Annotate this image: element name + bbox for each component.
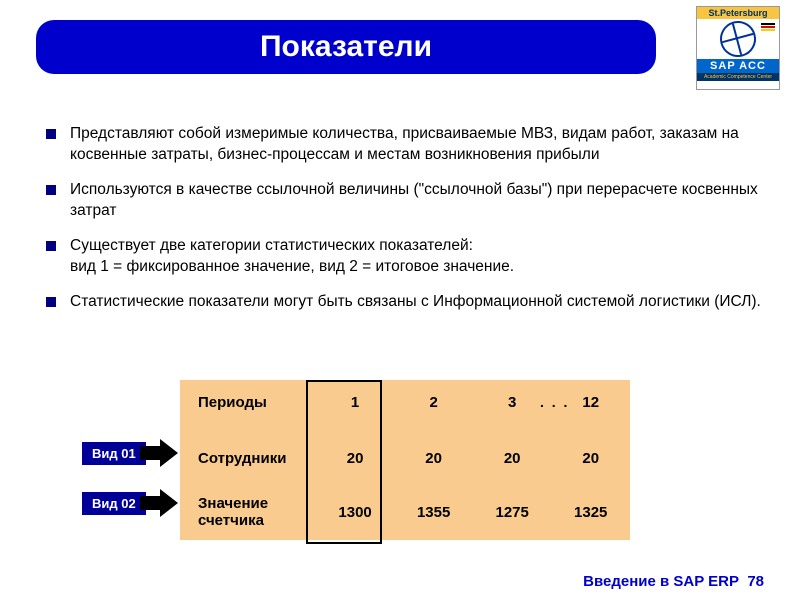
logo-mid (697, 19, 779, 59)
data-table: Периоды 1 2 3 12 . . . Сотрудники 20 20 … (180, 380, 630, 540)
table-row-employees: Сотрудники 20 20 20 20 (180, 450, 630, 467)
logo-sub-label: Academic Competence Center (697, 73, 779, 81)
title-text: Показатели (260, 30, 432, 64)
cell: 20 (473, 450, 552, 467)
footer-text: Введение в SAP ERP (583, 573, 739, 590)
flag-icon (761, 23, 775, 31)
cell: 20 (394, 450, 473, 467)
table-row-counter: Значение счетчика 1300 1355 1275 1325 (180, 495, 630, 530)
type-tag-01: Вид 01 (82, 442, 146, 465)
cell: 1300 (316, 504, 395, 521)
logo-sap-label: SAP ACC (697, 59, 779, 73)
bullet-item: Существует две категории статистических … (46, 236, 764, 278)
slide: Показатели St.Petersburg SAP ACC Academi… (0, 0, 800, 600)
cell: 20 (551, 450, 630, 467)
logo-top-label: St.Petersburg (697, 7, 779, 19)
cell: 2 (394, 394, 473, 411)
title-bar: Показатели (36, 20, 656, 74)
footer: Введение в SAP ERP 78 (583, 573, 764, 590)
data-table-area: Периоды 1 2 3 12 . . . Сотрудники 20 20 … (180, 380, 630, 540)
page-number: 78 (747, 573, 764, 590)
cell: 1355 (394, 504, 473, 521)
row-label: Сотрудники (180, 450, 316, 467)
logo-sap-acc: St.Petersburg SAP ACC Academic Competenc… (696, 6, 780, 90)
row-label: Периоды (180, 394, 316, 411)
bullet-list: Представляют собой измеримые количества,… (36, 124, 764, 312)
ellipsis: . . . (540, 394, 569, 410)
row-label: Значение счетчика (180, 495, 316, 530)
cell: 1275 (473, 504, 552, 521)
bullet-item: Статистические показатели могут быть свя… (46, 292, 764, 313)
bullet-item: Используются в качестве ссылочной величи… (46, 180, 764, 222)
cell: 1 (316, 394, 395, 411)
globe-icon (716, 17, 760, 61)
bullet-item: Представляют собой измеримые количества,… (46, 124, 764, 166)
cell: 20 (316, 450, 395, 467)
type-tag-02: Вид 02 (82, 492, 146, 515)
cell: 1325 (551, 504, 630, 521)
